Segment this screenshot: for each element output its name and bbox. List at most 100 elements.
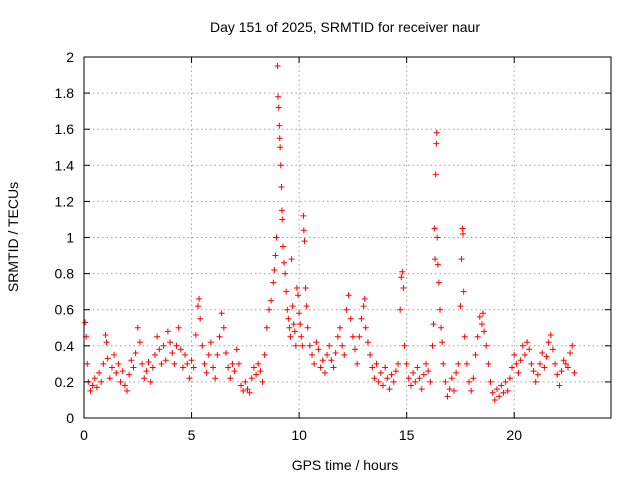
data-point: [111, 351, 118, 358]
data-point: [554, 371, 561, 378]
data-point: [82, 319, 89, 326]
y-tick-label: 1.2: [55, 193, 75, 209]
data-point: [442, 378, 449, 385]
data-point: [521, 351, 528, 358]
data-point: [277, 144, 284, 151]
data-point: [347, 315, 354, 322]
y-tick-label: 0.2: [55, 374, 75, 390]
data-point: [302, 285, 309, 292]
data-point: [433, 140, 440, 147]
data-point: [549, 346, 556, 353]
data-point: [238, 382, 245, 389]
data-point: [358, 315, 365, 322]
data-point: [432, 171, 439, 178]
data-point: [524, 339, 531, 346]
data-point: [476, 313, 483, 320]
data-point: [156, 346, 163, 353]
data-point: [423, 360, 430, 367]
data-point: [330, 364, 337, 371]
data-point: [303, 303, 310, 310]
data-point: [371, 375, 378, 382]
data-point: [420, 371, 427, 378]
data-point: [367, 351, 374, 358]
y-tick-label: 1.6: [55, 121, 75, 137]
x-tick-label: 5: [188, 427, 196, 443]
data-point: [177, 346, 184, 353]
data-point: [304, 324, 311, 331]
data-point: [188, 357, 195, 364]
data-point: [360, 303, 367, 310]
data-point: [277, 162, 284, 169]
data-point: [435, 279, 442, 286]
data-point: [128, 357, 135, 364]
data-point: [100, 360, 107, 367]
data-point: [498, 382, 505, 389]
data-point: [207, 339, 214, 346]
data-point: [143, 368, 150, 375]
data-point: [309, 351, 316, 358]
x-tick-label: 20: [506, 427, 522, 443]
data-point: [537, 360, 544, 367]
data-point: [283, 288, 290, 295]
data-point: [102, 331, 109, 338]
data-point: [354, 360, 361, 367]
data-point: [113, 369, 120, 376]
data-point: [395, 360, 402, 367]
data-point: [273, 234, 280, 241]
data-point: [253, 371, 260, 378]
data-point: [450, 387, 457, 394]
data-point: [466, 378, 473, 385]
data-point: [493, 386, 500, 393]
data-point: [276, 122, 283, 129]
data-point: [517, 357, 524, 364]
data-point: [212, 375, 219, 382]
data-point: [463, 360, 470, 367]
data-point: [164, 328, 171, 335]
data-point: [141, 375, 148, 382]
data-point: [261, 351, 268, 358]
data-point: [502, 378, 509, 385]
data-point: [287, 333, 294, 340]
data-point: [313, 339, 320, 346]
x-tick-label: 0: [80, 427, 88, 443]
data-point: [222, 350, 229, 357]
data-point: [104, 355, 111, 362]
data-point: [547, 331, 554, 338]
data-point: [352, 346, 359, 353]
data-point: [444, 393, 451, 400]
data-point: [205, 351, 212, 358]
data-point: [296, 310, 303, 317]
data-point: [203, 369, 210, 376]
data-point: [231, 368, 238, 375]
data-point: [432, 256, 439, 263]
data-point: [282, 270, 289, 277]
data-point: [560, 357, 567, 364]
data-point: [297, 321, 304, 328]
data-point: [126, 371, 133, 378]
data-point: [151, 351, 158, 358]
data-point: [567, 350, 574, 357]
data-point: [121, 382, 128, 389]
data-point: [399, 268, 406, 275]
data-point: [154, 333, 161, 340]
data-point: [199, 342, 206, 349]
data-point: [412, 378, 419, 385]
data-point: [87, 387, 94, 394]
data-point: [403, 360, 410, 367]
data-point: [315, 346, 322, 353]
data-point: [196, 295, 203, 302]
data-point: [96, 369, 103, 376]
data-point: [301, 238, 308, 245]
data-point: [220, 324, 227, 331]
data-point: [416, 375, 423, 382]
y-tick-label: 1.8: [55, 85, 75, 101]
data-point: [453, 369, 460, 376]
data-point: [218, 310, 225, 317]
data-point: [289, 303, 296, 310]
data-point: [298, 333, 305, 340]
data-point: [361, 295, 368, 302]
data-point: [284, 306, 291, 313]
data-point: [556, 382, 563, 389]
data-point: [255, 360, 262, 367]
data-point: [519, 342, 526, 349]
